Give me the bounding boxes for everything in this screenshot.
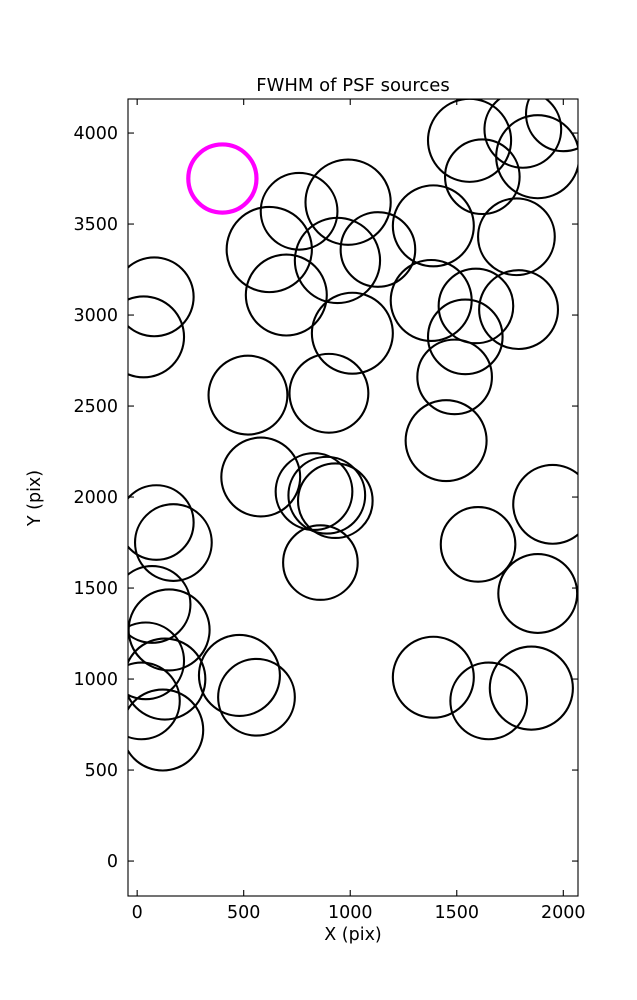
psf-source-circle[interactable] <box>274 452 354 531</box>
psf-source-group <box>103 77 601 772</box>
y-tick-label: 500 <box>85 761 118 781</box>
psf-source-circle[interactable] <box>512 463 592 545</box>
psf-source-circle[interactable] <box>287 455 367 535</box>
source-circles-layer <box>103 77 601 772</box>
x-tick-label: 1000 <box>328 903 373 923</box>
selected-source-circle[interactable] <box>186 142 259 215</box>
x-tick-label: 500 <box>227 903 260 923</box>
psf-source-circle[interactable] <box>426 99 513 183</box>
psf-source-circle[interactable] <box>439 506 517 583</box>
x-axis-label: X (pix) <box>324 925 382 945</box>
psf-source-circle[interactable] <box>483 91 563 169</box>
psf-source-circle[interactable] <box>217 657 296 737</box>
psf-source-circle[interactable] <box>497 553 578 634</box>
x-tick-label: 1500 <box>434 903 479 923</box>
psf-source-circle[interactable] <box>449 661 529 741</box>
y-tick-label: 1500 <box>73 579 118 599</box>
psf-source-circle[interactable] <box>103 295 186 379</box>
psf-source-circle[interactable] <box>119 484 195 561</box>
psf-source-circle[interactable] <box>124 637 207 721</box>
psf-source-circle[interactable] <box>115 256 195 338</box>
y-tick-label: 4000 <box>73 124 118 144</box>
psf-source-circle[interactable] <box>259 171 339 251</box>
psf-source-circle[interactable] <box>282 524 359 601</box>
psf-source-circle[interactable] <box>288 352 370 434</box>
y-tick-label: 3000 <box>73 306 118 326</box>
psf-source-circle[interactable] <box>495 114 579 200</box>
psf-source-circle[interactable] <box>133 503 213 582</box>
psf-source-circle[interactable] <box>478 269 560 351</box>
x-tick-label: 2000 <box>541 903 586 923</box>
y-tick-label: 2500 <box>73 397 118 417</box>
y-tick-label: 3500 <box>73 215 118 235</box>
y-tick-label: 0 <box>107 852 118 872</box>
psf-source-circle[interactable] <box>107 621 186 701</box>
psf-source-circle[interactable] <box>339 211 417 288</box>
psf-source-circle[interactable] <box>296 462 374 540</box>
y-axis-label: Y (pix) <box>25 470 45 527</box>
psf-source-circle[interactable] <box>128 588 211 672</box>
psf-source-circle[interactable] <box>416 338 493 416</box>
psf-source-circle[interactable] <box>391 184 475 268</box>
psf-source-circle[interactable] <box>103 661 181 741</box>
psf-source-circle[interactable] <box>404 399 488 483</box>
psf-source-circle[interactable] <box>426 298 504 376</box>
psf-source-circle[interactable] <box>391 635 475 719</box>
psf-source-circle[interactable] <box>488 645 574 731</box>
psf-source-circle[interactable] <box>477 197 556 277</box>
selected-source-group <box>186 142 259 215</box>
psf-source-circle[interactable] <box>244 253 328 337</box>
psf-source-circle[interactable] <box>225 205 313 294</box>
y-tick-label: 1000 <box>73 670 118 690</box>
psf-source-circle[interactable] <box>524 77 601 153</box>
psf-source-circle[interactable] <box>304 158 392 246</box>
psf-source-circle[interactable] <box>114 565 192 644</box>
y-axis-ticks: 0 500 1000 1500 2000 2500 3000 3500 4000 <box>73 124 578 872</box>
psf-source-circle[interactable] <box>197 633 281 717</box>
y-tick-label: 2000 <box>73 488 118 508</box>
psf-source-circle[interactable] <box>220 436 302 518</box>
x-tick-label: 0 <box>132 903 143 923</box>
psf-source-circle[interactable] <box>310 291 394 375</box>
psf-source-circle[interactable] <box>207 354 289 436</box>
x-axis-ticks: 0 500 1000 1500 2000 <box>132 99 586 923</box>
psf-source-circle[interactable] <box>293 216 382 305</box>
psf-source-circle[interactable] <box>443 138 521 216</box>
page-title: FWHM of PSF sources <box>256 75 450 96</box>
psf-source-circle[interactable] <box>437 267 515 345</box>
psf-source-circle[interactable] <box>122 688 205 772</box>
